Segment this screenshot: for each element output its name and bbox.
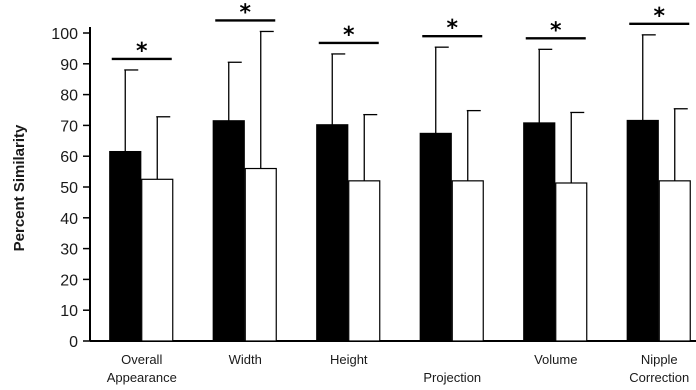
significance-star: * xyxy=(343,23,355,48)
significance-markers: * * * * * * xyxy=(111,0,690,64)
y-tick-label: 100 xyxy=(51,26,78,43)
significance-star: * xyxy=(136,39,148,64)
category-label: Appearance xyxy=(107,370,177,385)
category-labels: Overall Appearance Width Height Projection Vo… xyxy=(107,352,690,385)
category-label: Projection xyxy=(423,370,481,385)
y-tick-label: 50 xyxy=(60,180,78,197)
significance-star: * xyxy=(653,4,665,29)
category-label: Height xyxy=(330,352,368,367)
category-label: Overall xyxy=(121,352,162,367)
bar xyxy=(316,124,349,342)
y-tick-label: 0 xyxy=(69,334,78,351)
bar xyxy=(419,132,452,342)
bar xyxy=(109,150,142,342)
y-tick-label: 10 xyxy=(60,303,78,320)
y-axis-ticks: 0 10 20 30 40 50 60 70 80 90 100 xyxy=(51,26,90,351)
significance-star: * xyxy=(550,18,562,43)
y-axis-title: Percent Similarity xyxy=(11,124,28,251)
bar xyxy=(141,178,174,342)
bars xyxy=(109,119,691,342)
bar xyxy=(348,180,381,342)
significance-star: * xyxy=(446,16,458,41)
y-tick-label: 60 xyxy=(60,149,78,166)
error-bars xyxy=(124,30,688,183)
bar xyxy=(555,182,588,342)
bar xyxy=(523,122,556,342)
y-tick-label: 70 xyxy=(60,118,78,135)
bar xyxy=(212,120,245,342)
bar xyxy=(244,167,277,342)
category-label: Correction xyxy=(629,370,689,385)
bar xyxy=(626,119,659,342)
y-tick-label: 90 xyxy=(60,57,78,74)
bar xyxy=(451,180,484,342)
bar xyxy=(658,180,691,342)
significance-star: * xyxy=(239,0,251,25)
y-tick-label: 30 xyxy=(60,242,78,259)
category-label: Width xyxy=(229,352,262,367)
y-tick-label: 40 xyxy=(60,211,78,228)
y-tick-label: 20 xyxy=(60,272,78,289)
category-label: Nipple xyxy=(641,352,678,367)
category-label: Volume xyxy=(534,352,577,367)
y-tick-label: 80 xyxy=(60,88,78,105)
